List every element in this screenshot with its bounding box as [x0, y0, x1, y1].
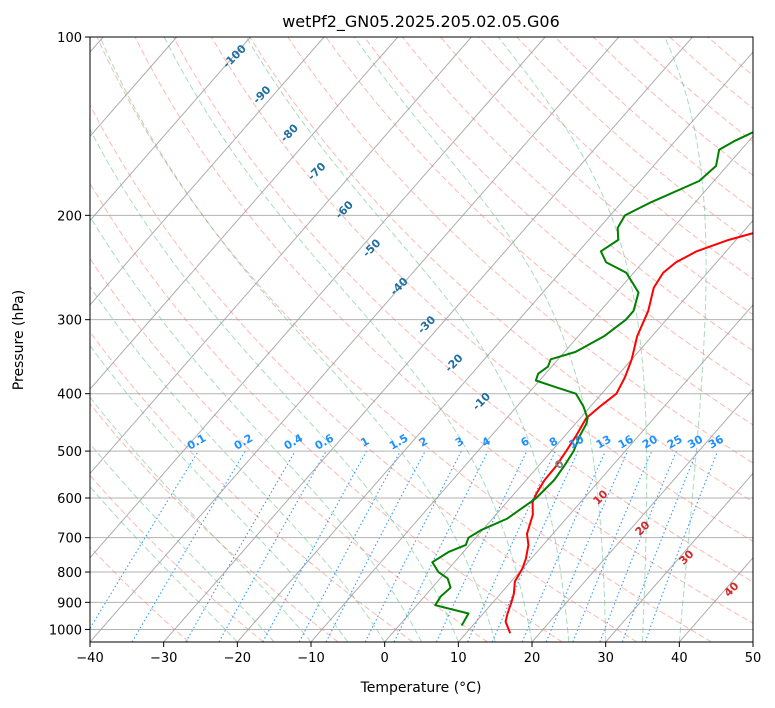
- moist-adiabat-line: [90, 128, 459, 642]
- y-tick-label: 300: [57, 314, 82, 329]
- mixing-ratio-line: [364, 450, 462, 642]
- dry-adiabat-line: [287, 37, 753, 464]
- x-axis-ticks: −40 −30 −20 −10 0 10 20 30 40 50: [76, 642, 761, 666]
- x-tick-label: −10: [297, 651, 324, 666]
- mixing-ratio-line: [521, 450, 606, 642]
- moist-adiabat-line: [90, 344, 349, 642]
- y-tick-label: 200: [57, 209, 82, 224]
- mixing-ratio-lines: [90, 450, 719, 642]
- y-tick-label: 400: [57, 388, 82, 403]
- x-tick-label: 40: [671, 651, 688, 666]
- mixing-ratio-line: [621, 450, 698, 642]
- mixing-ratio-line: [90, 450, 199, 630]
- chart-title: wetPf2_GN05.2025.205.02.05.G06: [282, 12, 560, 32]
- y-axis-title: Pressure (hPa): [11, 290, 27, 390]
- y-tick-label: 900: [57, 596, 82, 611]
- y-tick-label: 700: [57, 532, 82, 547]
- x-tick-label: 50: [745, 651, 762, 666]
- mixing-ratio-line: [262, 450, 368, 642]
- isotherm-gridlines: [90, 37, 753, 642]
- moist-adiabat-line: [90, 442, 275, 642]
- mixing-ratio-line: [298, 450, 401, 642]
- isotherm-line: [384, 219, 753, 642]
- y-tick-label: 600: [57, 492, 82, 507]
- x-tick-label: −20: [224, 651, 251, 666]
- x-tick-label: 30: [597, 651, 614, 666]
- moist-adiabat-line: [90, 485, 238, 642]
- isotherm-line: [163, 37, 693, 642]
- moist-adiabat-line: [353, 37, 607, 642]
- mixing-ratio-line: [572, 450, 653, 642]
- dry-adiabat-line: [90, 403, 339, 642]
- dry-adiabat-line: [90, 182, 563, 642]
- isotherm-line: [531, 388, 753, 642]
- x-tick-label: 10: [450, 651, 467, 666]
- isotherm-line: [90, 37, 399, 390]
- y-tick-label: 100: [57, 31, 82, 46]
- isotherm-line: [90, 37, 472, 475]
- dry-adiabat-line: [90, 257, 488, 642]
- x-tick-label: −30: [150, 651, 177, 666]
- moist-adiabat-line: [664, 37, 707, 642]
- isotherm-line: [90, 37, 546, 559]
- moist-adiabat-line: [163, 37, 533, 642]
- dry-adiabat-line: [172, 37, 753, 583]
- x-tick-label: 0: [381, 651, 389, 666]
- x-tick-label: −40: [76, 651, 103, 666]
- pressure-gridlines: [90, 37, 753, 630]
- isotherm-line: [236, 51, 753, 642]
- isotherm-line: [90, 37, 620, 642]
- dry-adiabat-line: [325, 37, 753, 426]
- isotherm-line: [90, 37, 325, 306]
- y-tick-label: 1000: [49, 623, 82, 638]
- mixing-ratio-line: [393, 450, 489, 642]
- y-axis-ticks: 1000 900 800 700 600 500 400 300 200 100: [49, 31, 90, 638]
- y-tick-label: 800: [57, 566, 82, 581]
- dry-adiabat-line: [401, 37, 753, 352]
- moist-adiabat-line: [245, 37, 570, 642]
- dry-adiabat-line: [90, 103, 638, 642]
- dry-adiabat-line: [440, 37, 753, 316]
- profile-series: [431, 131, 753, 634]
- dewpoint-profile-line: [431, 131, 753, 627]
- y-tick-label: 500: [57, 445, 82, 460]
- mixing-ratio-line: [218, 450, 327, 642]
- moist-adiabat-line: [90, 285, 386, 642]
- dry-adiabat-line: [90, 474, 264, 642]
- temperature-profile-line: [504, 232, 753, 634]
- mixing-ratio-line: [599, 450, 677, 642]
- isotherm-line: [310, 135, 753, 642]
- isotherm-line: [457, 304, 753, 642]
- isotherm-line: [605, 472, 753, 642]
- x-tick-label: 20: [524, 651, 541, 666]
- mixing-ratio-line: [545, 450, 629, 642]
- plot-frame: [89, 36, 754, 643]
- mixing-ratio-line: [644, 450, 719, 642]
- x-axis-title: Temperature (°C): [360, 680, 482, 696]
- isotherm-line: [90, 37, 251, 222]
- moist-adiabat-line: [90, 215, 422, 642]
